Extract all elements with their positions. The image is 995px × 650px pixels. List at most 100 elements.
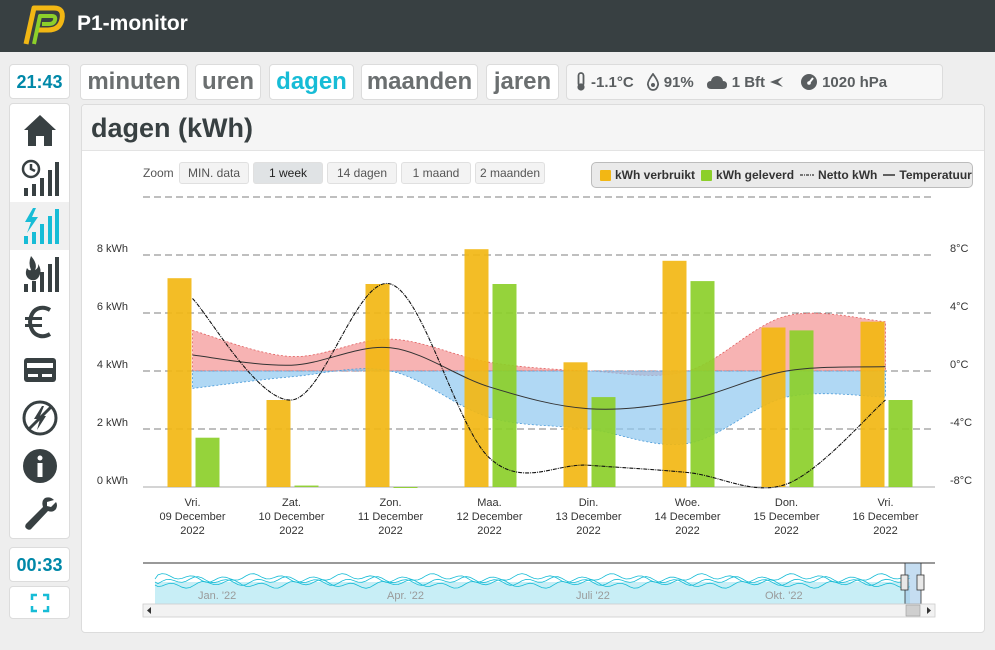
legend-item-consumed[interactable]: kWh verbruikt: [600, 168, 695, 182]
zoom-label: Zoom: [143, 166, 174, 180]
tab-dagen[interactable]: dagen: [269, 64, 354, 100]
y-axis-left-label: 2 kWh: [97, 417, 128, 429]
zoom-1-maand-button[interactable]: 1 maand: [401, 162, 471, 184]
x-axis-label: 15 December: [753, 511, 819, 523]
sidebar-item-minutes[interactable]: [10, 154, 69, 202]
x-axis-label: 11 December: [358, 511, 424, 523]
thermometer-icon: [577, 72, 585, 91]
legend-net-label: Netto kWh: [818, 168, 878, 182]
y-axis-right-label: 0°C: [950, 359, 969, 371]
navigator-label: Juli '22: [576, 590, 610, 602]
pressure-value: 1020 hPa: [822, 73, 888, 91]
clock: 21:43: [9, 64, 70, 99]
bar-consumed: [464, 249, 489, 487]
electricity-bars-icon: [23, 208, 59, 244]
bar-consumed: [365, 284, 390, 487]
x-axis-label: 2022: [873, 525, 897, 537]
sidebar-item-gas[interactable]: [10, 250, 69, 298]
sidebar-item-costs[interactable]: [10, 298, 69, 346]
refresh-timer: 00:33: [9, 547, 70, 582]
sidebar: [9, 103, 70, 539]
navigator-handle-left: [900, 574, 909, 591]
sidebar-item-info[interactable]: [10, 442, 69, 490]
x-axis-label: Don.: [775, 497, 798, 509]
x-axis-label: Zon.: [379, 497, 401, 509]
fullscreen-icon: [30, 593, 49, 612]
x-axis-label: Vri.: [877, 497, 893, 509]
zoom-min-data-button[interactable]: MIN. data: [179, 162, 249, 184]
x-axis-label: 2022: [180, 525, 204, 537]
sidebar-item-home[interactable]: [10, 106, 69, 154]
bar-consumed: [563, 362, 588, 487]
sidebar-item-settings[interactable]: [10, 490, 69, 538]
humidity-value: 91%: [663, 73, 694, 91]
navigator-label: Apr. '22: [387, 590, 424, 602]
clock-bars-icon: [21, 159, 59, 196]
navigator-label: Jan. '22: [198, 590, 236, 602]
bar-consumed: [167, 278, 192, 487]
x-axis-label: 2022: [477, 525, 501, 537]
x-axis-label: Vri.: [184, 497, 200, 509]
bar-delivered: [690, 281, 715, 487]
chart-legend: kWh verbruikt kWh geleverd Netto kWh Tem…: [591, 162, 973, 188]
tab-maanden[interactable]: maanden: [361, 64, 478, 100]
meter-display-icon: [23, 358, 56, 382]
wind-direction-icon: [770, 77, 784, 87]
cloud-icon: [706, 76, 727, 89]
x-axis-label: Din.: [579, 497, 599, 509]
bar-delivered: [789, 330, 814, 487]
power-off-icon: [22, 400, 57, 436]
wind-value: 1 Bft: [731, 73, 766, 91]
legend-item-temperature[interactable]: Temperatuur: [883, 168, 972, 182]
scroll-left-arrow-icon: [147, 607, 151, 614]
x-axis-label: Maa.: [477, 497, 501, 509]
zoom-2-maanden-button[interactable]: 2 maanden: [475, 162, 545, 184]
bar-delivered: [492, 284, 517, 487]
y-axis-right-label: -4°C: [950, 417, 972, 429]
navigator-label: Okt. '22: [765, 590, 803, 602]
info-icon: [22, 449, 57, 483]
tab-minuten[interactable]: minuten: [80, 64, 188, 100]
x-axis-label: 2022: [279, 525, 303, 537]
bar-delivered: [393, 487, 418, 488]
y-axis-left-label: 8 kWh: [97, 243, 128, 255]
legend-consumed-label: kWh verbruikt: [615, 168, 696, 182]
x-axis-label: 16 December: [852, 511, 918, 523]
sidebar-item-electricity[interactable]: [10, 202, 69, 250]
navigator-series-line: [154, 579, 911, 589]
zoom-14-dagen-button[interactable]: 14 dagen: [327, 162, 397, 184]
tab-uren[interactable]: uren: [195, 64, 261, 100]
navigator-scrollbar-thumb: [905, 604, 921, 617]
scroll-right-arrow-icon: [927, 607, 931, 614]
bar-delivered: [294, 485, 319, 487]
sidebar-item-power[interactable]: [10, 394, 69, 442]
y-axis-right-label: -8°C: [950, 475, 972, 487]
gas-bars-icon: [23, 256, 59, 292]
top-bar: P1-monitor: [0, 0, 995, 52]
temperature-line: [192, 283, 886, 489]
legend-delivered-label: kWh geleverd: [716, 168, 795, 182]
droplet-icon: [646, 73, 659, 91]
p1-logo-icon: [23, 5, 65, 45]
tab-jaren[interactable]: jaren: [486, 64, 559, 100]
navigator-series-line: [154, 573, 911, 583]
x-axis-label: 09 December: [159, 511, 225, 523]
x-axis-label: 12 December: [456, 511, 522, 523]
temperature-value: -1.1°C: [591, 73, 634, 91]
legend-temperature-label: Temperatuur: [899, 168, 972, 182]
x-axis-label: Zat.: [282, 497, 301, 509]
sidebar-item-meter[interactable]: [10, 346, 69, 394]
legend-item-net[interactable]: Netto kWh: [800, 168, 877, 182]
bar-consumed: [761, 327, 786, 487]
legend-item-delivered[interactable]: kWh geleverd: [701, 168, 794, 182]
net-kwh-line: [192, 346, 886, 410]
zoom-1-week-button[interactable]: 1 week: [253, 162, 323, 184]
fullscreen-button[interactable]: [9, 586, 70, 619]
y-axis-right-label: 4°C: [950, 301, 969, 313]
navigator-handle-right: [916, 574, 925, 591]
x-axis-label: 2022: [675, 525, 699, 537]
x-axis-label: Woe.: [675, 497, 700, 509]
euro-icon: [24, 305, 51, 339]
home-icon: [23, 115, 56, 146]
